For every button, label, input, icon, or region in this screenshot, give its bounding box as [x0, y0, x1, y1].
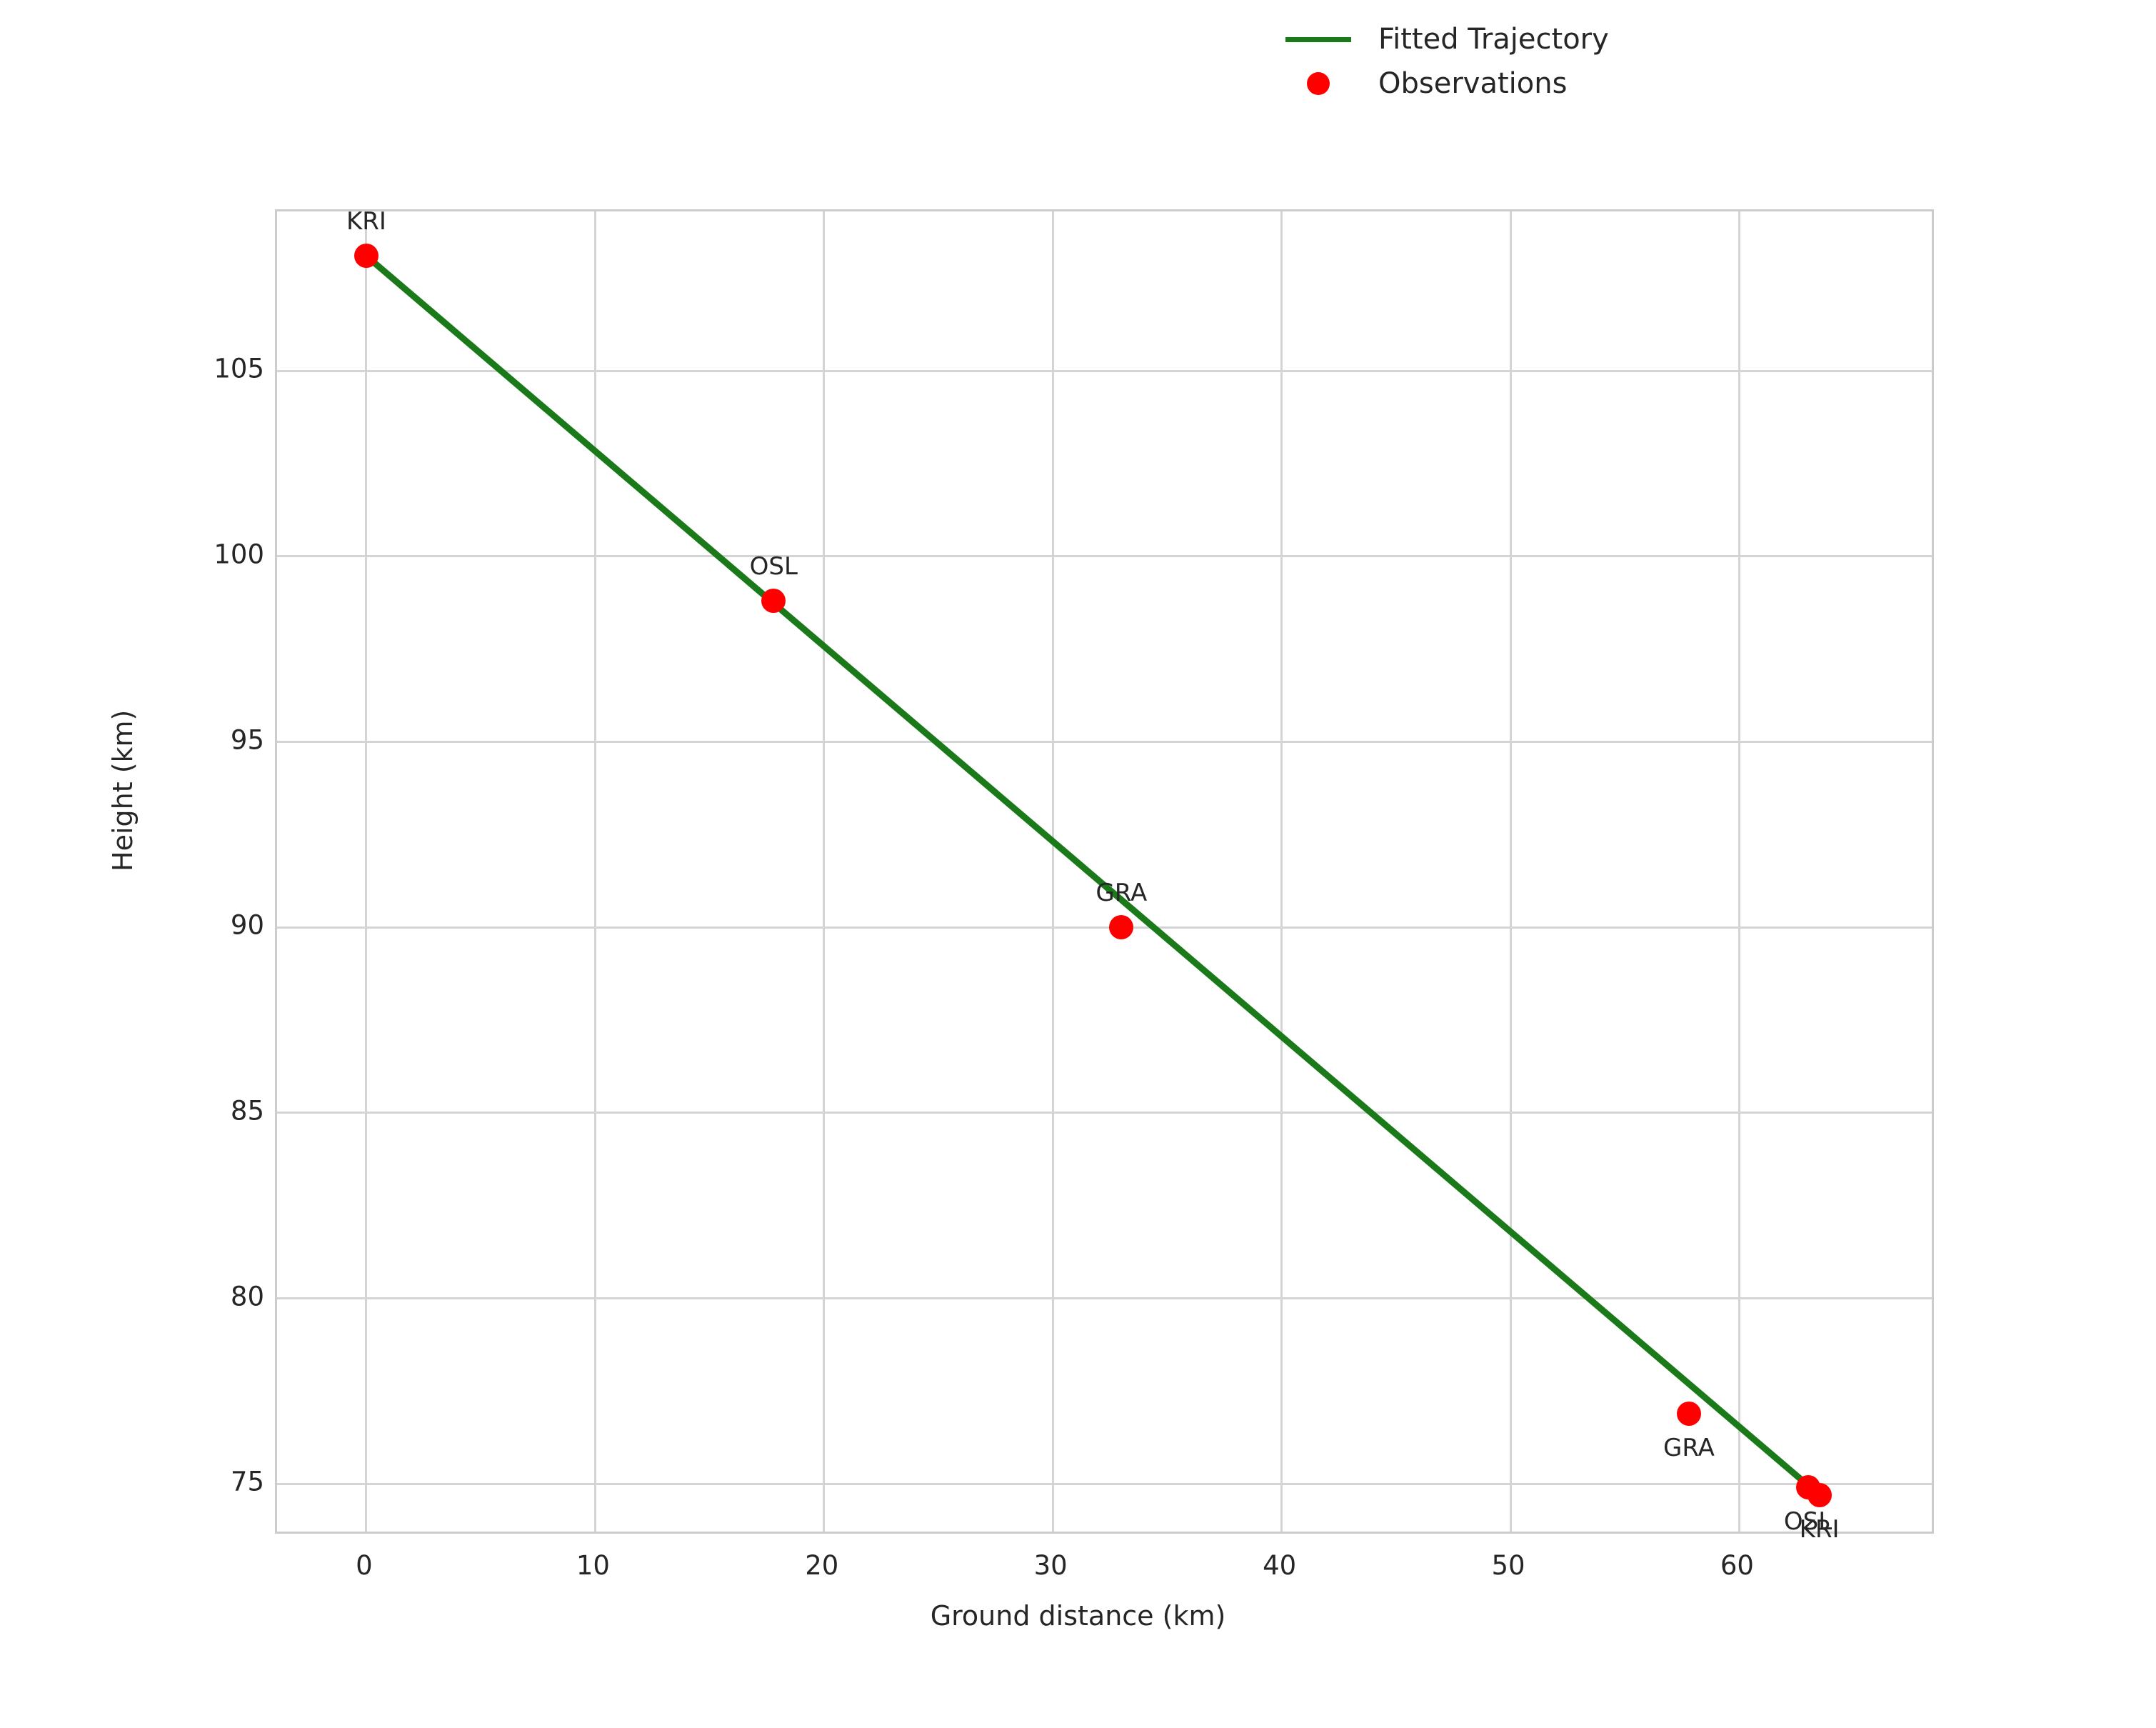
- fitted-trajectory-line: [364, 253, 1822, 1498]
- gridline-vertical: [593, 211, 596, 1532]
- y-tick-label: 90: [230, 909, 264, 941]
- station-label: OSL: [1783, 1507, 1832, 1537]
- gridline-vertical: [823, 211, 826, 1532]
- y-tick-label: 100: [214, 539, 264, 570]
- plot-area: KRI OSL GRA GRA OSL KRI: [275, 207, 1934, 1544]
- legend-entry: Observations: [1278, 61, 1635, 106]
- x-tick-label: 0: [356, 1550, 373, 1581]
- x-tick-label: 40: [1263, 1550, 1297, 1581]
- x-tick-label: 30: [1033, 1550, 1068, 1581]
- data-layer: [277, 211, 1932, 1532]
- station-label: KRI: [346, 207, 386, 236]
- legend-dot-icon: [1307, 72, 1330, 95]
- x-tick-label: 20: [805, 1550, 839, 1581]
- y-axis-title: Height (km): [107, 709, 139, 872]
- gridlines: [277, 211, 1932, 1532]
- observation-marker: [1795, 1475, 1820, 1500]
- point-labels: KRI OSL GRA GRA OSL KRI: [277, 207, 1932, 1544]
- legend-key: [1278, 72, 1358, 95]
- y-tick-label: 75: [230, 1466, 264, 1497]
- y-tick-label: 105: [214, 353, 264, 384]
- gridline-horizontal: [277, 741, 1932, 744]
- gridline-vertical: [1051, 211, 1054, 1532]
- observation-marker: [1676, 1401, 1701, 1426]
- observation-marker: [1807, 1482, 1832, 1507]
- y-tick-label: 80: [230, 1281, 264, 1312]
- legend-label: Observations: [1378, 67, 1568, 100]
- x-tick-label: 50: [1491, 1550, 1525, 1581]
- y-tick-label: 85: [230, 1095, 264, 1127]
- gridline-vertical: [1280, 211, 1283, 1532]
- x-tick-label: 60: [1720, 1550, 1754, 1581]
- chart-legend: Fitted Trajectory Observations: [1278, 17, 1635, 106]
- station-label: GRA: [1663, 1433, 1715, 1462]
- gridline-horizontal: [277, 926, 1932, 929]
- observation-marker: [354, 244, 378, 269]
- legend-line-icon: [1285, 36, 1351, 42]
- gridline-horizontal: [277, 1297, 1932, 1300]
- gridline-horizontal: [277, 1482, 1932, 1485]
- gridline-vertical: [1738, 211, 1740, 1532]
- gridline-horizontal: [277, 1112, 1932, 1114]
- x-axis-title: Ground distance (km): [930, 1600, 1226, 1632]
- station-label: OSL: [749, 552, 798, 581]
- station-label: GRA: [1095, 879, 1148, 908]
- legend-label: Fitted Trajectory: [1378, 23, 1609, 56]
- gridline-horizontal: [277, 369, 1932, 372]
- gridline-vertical: [365, 211, 368, 1532]
- y-tick-label: 95: [230, 724, 264, 756]
- observation-marker: [1109, 915, 1134, 940]
- observation-marker: [761, 589, 786, 614]
- gridline-vertical: [1509, 211, 1512, 1532]
- station-label: KRI: [1799, 1514, 1840, 1544]
- x-tick-label: 10: [576, 1550, 610, 1581]
- legend-entry: Fitted Trajectory: [1278, 17, 1635, 61]
- gridline-horizontal: [277, 555, 1932, 558]
- legend-key: [1278, 36, 1358, 42]
